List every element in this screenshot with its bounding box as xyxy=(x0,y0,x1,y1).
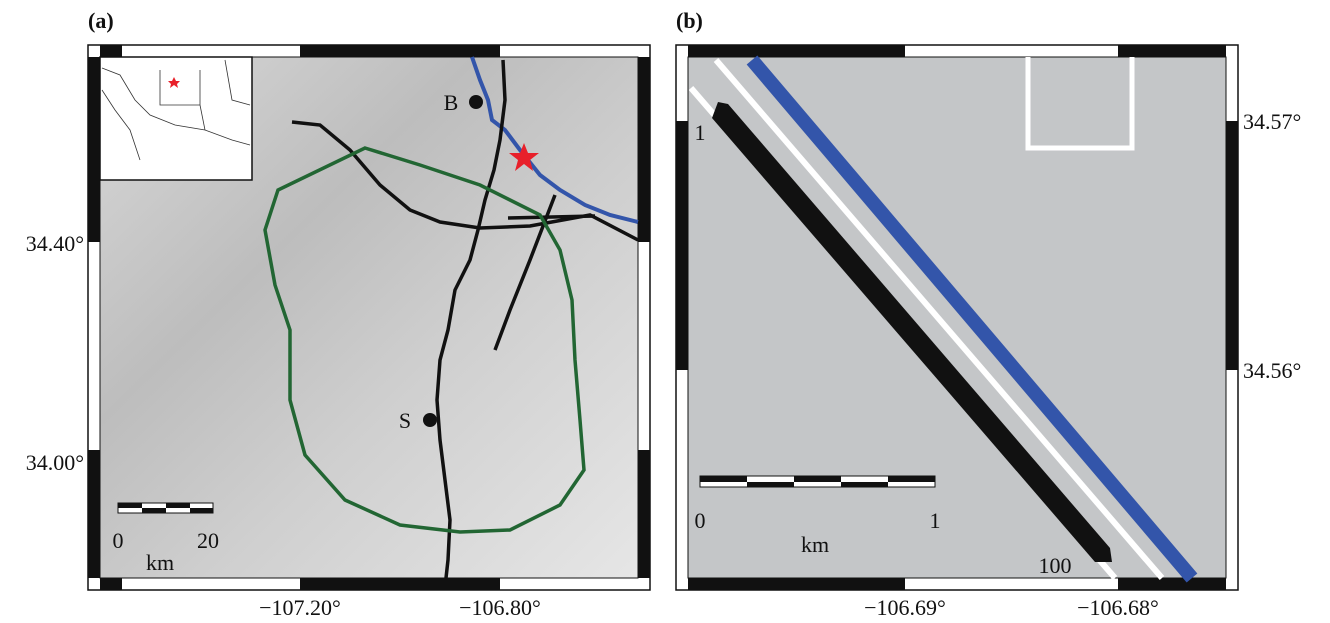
panel-b: 1 100 0 1 km (b) 34.57° 34.56° −106.69° … xyxy=(676,8,1301,620)
scale-unit: km xyxy=(146,550,174,575)
scale-label: 0 xyxy=(113,528,124,553)
scale-label: 20 xyxy=(197,528,219,553)
panel-label: (b) xyxy=(676,8,703,33)
scale-label: 1 xyxy=(930,508,941,533)
scale-unit: km xyxy=(801,532,829,557)
panel-label: (a) xyxy=(88,8,114,33)
scale-bar xyxy=(700,476,935,487)
y-tick-label: 34.40° xyxy=(26,231,84,256)
road xyxy=(508,216,595,218)
y-tick-label: 34.00° xyxy=(26,450,84,475)
marker-label: 100 xyxy=(1039,553,1072,578)
station-marker xyxy=(469,95,483,109)
x-tick-label: −106.69° xyxy=(864,595,946,620)
marker-label: 1 xyxy=(695,120,706,145)
x-tick-label: −106.80° xyxy=(459,595,541,620)
figure: B S 0 20 km (a) 34.40° 34.00° −107.20° −… xyxy=(0,0,1330,623)
inset-map xyxy=(100,57,252,180)
marker-label: S xyxy=(399,408,411,433)
x-tick-label: −107.20° xyxy=(259,595,341,620)
y-tick-label: 34.56° xyxy=(1243,358,1301,383)
map-area xyxy=(688,57,1226,578)
y-tick-label: 34.57° xyxy=(1243,109,1301,134)
scale-label: 0 xyxy=(695,508,706,533)
marker-label: B xyxy=(444,90,459,115)
panel-a: B S 0 20 km (a) 34.40° 34.00° −107.20° −… xyxy=(26,8,650,620)
scale-bar xyxy=(118,503,213,513)
station-marker xyxy=(423,413,437,427)
x-tick-label: −106.68° xyxy=(1077,595,1159,620)
